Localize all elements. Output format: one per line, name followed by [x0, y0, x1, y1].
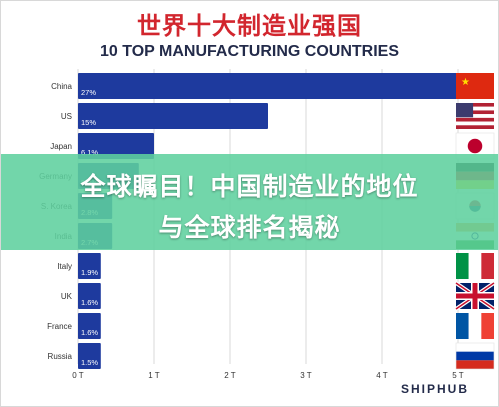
category-label: US: [61, 112, 72, 121]
chart-title: 10 TOP MANUFACTURING COUNTRIES: [100, 43, 399, 60]
flag-shape: [468, 313, 482, 339]
x-tick-label: 0 T: [72, 371, 84, 380]
flag-shape: [455, 342, 495, 370]
flag-shape: [456, 121, 494, 126]
flag-shape: [456, 73, 494, 99]
france-flag-icon: [456, 313, 494, 339]
value-label: 6.1%: [81, 148, 98, 157]
flag-shape: [456, 253, 469, 279]
value-label: 1.6%: [81, 298, 98, 307]
flag-shape: [456, 103, 494, 107]
value-label: 27%: [81, 88, 96, 97]
headline-line-2: 与全球排名揭秘: [158, 213, 341, 242]
value-label: 1.6%: [81, 328, 98, 337]
headline-line-1: 全球瞩目！中国制造业的地位: [80, 172, 419, 201]
value-label: 15%: [81, 118, 96, 127]
x-tick-label: 3 T: [300, 371, 312, 380]
flag-shape: [456, 125, 494, 129]
bar: [78, 343, 101, 369]
china-flag-icon: ★: [456, 73, 494, 99]
flag-shape: [467, 138, 483, 154]
flag-shape: [456, 293, 494, 299]
bar: [78, 253, 101, 279]
flag-shape: [456, 343, 494, 352]
flag-shape: [468, 253, 482, 279]
value-label: 1.5%: [81, 358, 98, 367]
us-flag-icon: [456, 103, 494, 129]
brand-logo: SHIPHUB: [400, 382, 469, 396]
bar: [78, 283, 101, 309]
russia-flag-icon: [455, 342, 495, 370]
uk-flag-icon: [454, 281, 496, 311]
bar: [78, 103, 268, 129]
bar: [78, 73, 458, 99]
flag-shape: [456, 103, 474, 118]
x-tick-label: 1 T: [148, 371, 160, 380]
italy-flag-icon: [456, 253, 494, 279]
flag-shape: [481, 313, 494, 339]
flag-shape: [481, 253, 494, 279]
x-tick-label: 4 T: [376, 371, 388, 380]
flag-shape: [456, 106, 494, 111]
bar: [78, 313, 101, 339]
flag-shape: [456, 114, 494, 118]
chinese-title: 世界十大制造业强国: [137, 12, 362, 40]
category-label: France: [47, 322, 72, 331]
flag-shape: [456, 360, 494, 369]
value-label: 1.9%: [81, 268, 98, 277]
headline-banner: [0, 154, 499, 250]
flag-shape: [456, 117, 494, 122]
flag-shape: ★: [461, 77, 470, 88]
category-label: Russia: [48, 352, 73, 361]
category-label: Italy: [57, 262, 72, 271]
x-tick-label: 5 T: [452, 371, 464, 380]
category-label: UK: [61, 292, 73, 301]
flag-shape: [456, 351, 494, 361]
bar: [78, 133, 154, 159]
flag-shape: [456, 110, 494, 115]
x-tick-label: 2 T: [224, 371, 236, 380]
flag-shape: [456, 313, 469, 339]
category-label: China: [51, 82, 72, 91]
category-label: Japan: [50, 142, 72, 151]
